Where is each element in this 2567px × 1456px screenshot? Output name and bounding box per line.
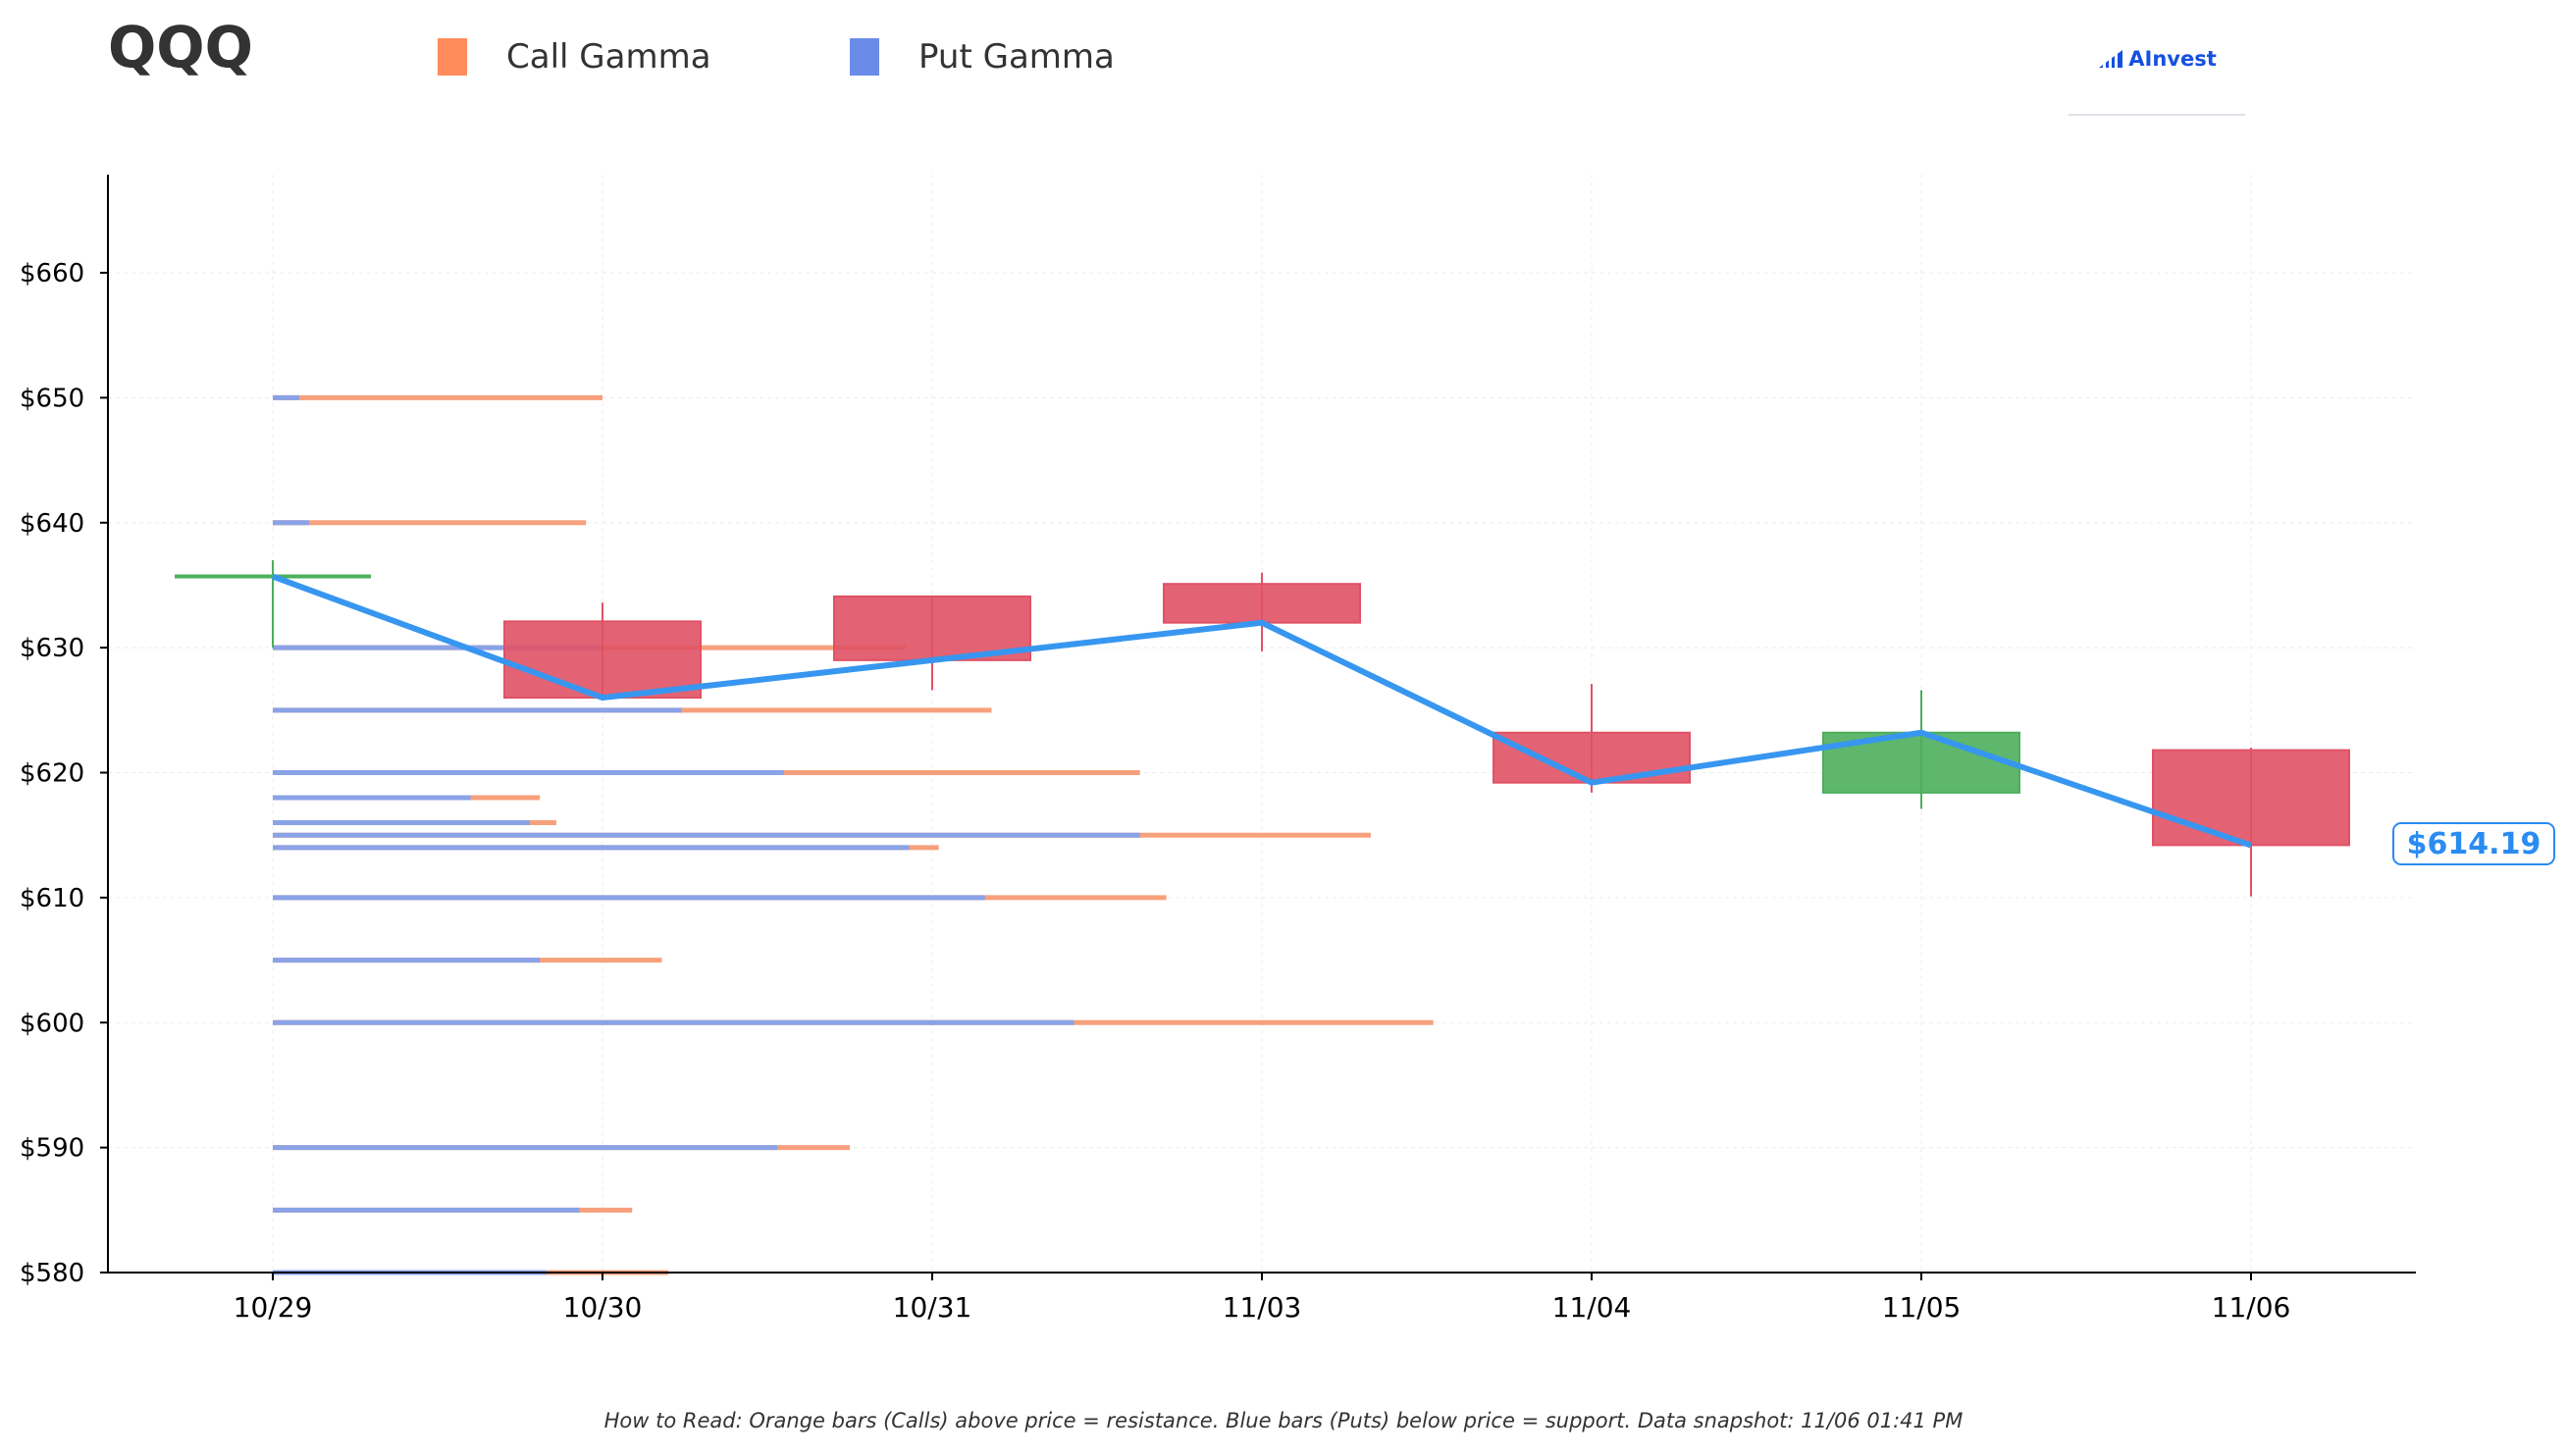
x-tick-label: 11/03 <box>1223 1291 1302 1324</box>
candle-body <box>2152 749 2350 847</box>
y-tick-label: $620 <box>20 759 84 789</box>
x-tick-label: 11/04 <box>1552 1291 1632 1324</box>
put-gamma-swatch <box>850 38 879 76</box>
legend-call-gamma: Call Gamma <box>438 37 711 77</box>
y-tick-label: $600 <box>20 1009 84 1038</box>
price-line <box>271 573 2252 849</box>
y-tick-label: $650 <box>20 384 84 413</box>
brand-name: AInvest <box>2128 47 2217 71</box>
legend-put-label: Put Gamma <box>918 37 1115 77</box>
x-tick-label: 10/31 <box>893 1291 972 1324</box>
x-tick-label: 10/30 <box>563 1291 643 1324</box>
call-gamma-swatch <box>438 38 467 76</box>
ticker-title: QQQ <box>108 14 253 80</box>
legend-call-label: Call Gamma <box>506 37 711 77</box>
current-price-badge: $614.19 <box>2392 822 2555 865</box>
brand-chart-icon <box>2099 50 2123 68</box>
y-tick-label: $630 <box>20 634 84 663</box>
brand-logo: AInvest <box>2069 47 2245 116</box>
y-tick-label: $640 <box>20 509 84 539</box>
y-tick-label: $610 <box>20 884 84 913</box>
how-to-read-footer: How to Read: Orange bars (Calls) above p… <box>603 1409 1964 1432</box>
candle-body <box>1163 583 1361 624</box>
legend-put-gamma: Put Gamma <box>850 37 1115 77</box>
y-tick-label: $660 <box>20 259 84 288</box>
candle-body <box>503 620 702 700</box>
x-tick-label: 11/05 <box>1882 1291 1962 1324</box>
x-tick-label: 10/29 <box>234 1291 313 1324</box>
x-tick-label: 11/06 <box>2212 1291 2291 1324</box>
y-tick-label: $590 <box>20 1134 84 1164</box>
y-tick-label: $580 <box>20 1259 84 1288</box>
